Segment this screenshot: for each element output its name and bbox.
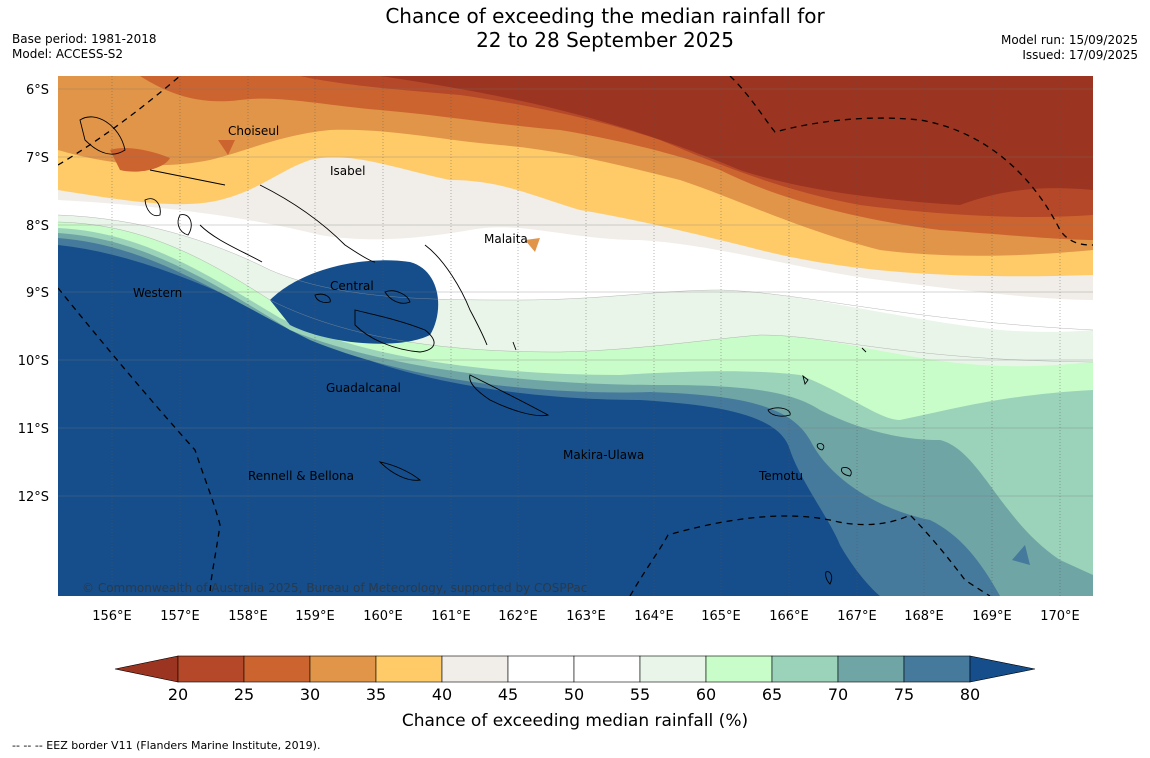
- lon-tick: 165°E: [701, 609, 741, 624]
- title-line2: 22 to 28 September 2025: [476, 28, 734, 52]
- lon-tick: 164°E: [634, 609, 674, 624]
- eez-footnote: -- -- -- EEZ border V11 (Flanders Marine…: [12, 739, 321, 752]
- lon-tick: 167°E: [837, 609, 877, 624]
- colorbar-segment: [507, 655, 575, 683]
- colorbar-tick-label: 60: [696, 685, 716, 704]
- label-isabel: Isabel: [330, 164, 365, 178]
- lon-tick: 161°E: [431, 609, 471, 624]
- lon-tick: 170°E: [1040, 609, 1080, 624]
- model-run: Model run: 15/09/2025: [1000, 33, 1138, 47]
- meta-right: Model run: 15/09/2025 Issued: 17/09/2025: [1001, 33, 1138, 63]
- lon-tick: 160°E: [363, 609, 403, 624]
- copyright-text: © Commonwealth of Australia 2025, Bureau…: [82, 581, 587, 595]
- colorbar-tick-label: 20: [168, 685, 188, 704]
- colorbar-segment: [309, 655, 377, 683]
- lon-tick: 166°E: [769, 609, 809, 624]
- base-period: Base period: 1981-2018: [12, 32, 157, 46]
- colorbar-ticks: 20 25 30 35 40 45 50 55 60 65 70 75 80: [168, 685, 980, 704]
- colorbar-tick-label: 55: [630, 685, 650, 704]
- colorbar-tick-label: 35: [366, 685, 386, 704]
- colorbar-tick-label: 75: [894, 685, 914, 704]
- map-fill: [58, 76, 1093, 596]
- colorbar-tick-label: 25: [234, 685, 254, 704]
- colorbar-segment: [837, 655, 905, 683]
- colorbar-segment: [243, 655, 311, 683]
- model-name: Model: ACCESS-S2: [12, 47, 124, 61]
- lat-tick: 11°S: [18, 422, 49, 437]
- label-western: Western: [133, 286, 182, 300]
- colorbar-segment: [177, 655, 245, 683]
- lon-tick: 159°E: [295, 609, 335, 624]
- colorbar-extend-low: [114, 655, 179, 683]
- lon-tick: 157°E: [160, 609, 200, 624]
- lon-tick: 169°E: [972, 609, 1012, 624]
- colorbar-segment: [375, 655, 443, 683]
- colorbar-tick-label: 30: [300, 685, 320, 704]
- label-makira-ulawa: Makira-Ulawa: [563, 448, 644, 462]
- lon-tick: 163°E: [566, 609, 606, 624]
- lat-tick: 8°S: [26, 219, 49, 234]
- colorbar-segment: [573, 655, 641, 683]
- colorbar-segment: [771, 655, 839, 683]
- lat-tick: 12°S: [18, 490, 49, 505]
- lat-tick: 10°S: [18, 354, 49, 369]
- lat-tick: 6°S: [26, 83, 49, 98]
- lon-tick: 162°E: [498, 609, 538, 624]
- label-malaita: Malaita: [484, 232, 528, 246]
- lat-tick: 9°S: [26, 286, 49, 301]
- colorbar-segment: [639, 655, 707, 683]
- colorbar-segments: [114, 655, 1036, 683]
- label-choiseul: Choiseul: [228, 124, 279, 138]
- label-temotu: Temotu: [758, 469, 803, 483]
- issued-date: Issued: 17/09/2025: [1022, 48, 1138, 62]
- colorbar-tick-label: 70: [828, 685, 848, 704]
- forecast-map: Choiseul Isabel Malaita Western Central …: [18, 76, 1093, 624]
- meta-left: Base period: 1981-2018 Model: ACCESS-S2: [12, 32, 157, 62]
- colorbar-label: Chance of exceeding median rainfall (%): [402, 711, 748, 731]
- colorbar-segment: [705, 655, 773, 683]
- colorbar-extend-high: [969, 655, 1036, 683]
- colorbar-segment: [441, 655, 509, 683]
- lat-tick: 7°S: [26, 151, 49, 166]
- colorbar-tick-label: 50: [564, 685, 584, 704]
- lon-tick: 168°E: [904, 609, 944, 624]
- colorbar-tick-label: 40: [432, 685, 452, 704]
- lat-axis: 6°S 7°S 8°S 9°S 10°S 11°S 12°S: [18, 83, 49, 505]
- lon-tick: 158°E: [228, 609, 268, 624]
- label-central: Central: [330, 279, 374, 293]
- lon-tick: 156°E: [92, 609, 132, 624]
- title-line1: Chance of exceeding the median rainfall …: [385, 4, 825, 28]
- lon-axis: 156°E 157°E 158°E 159°E 160°E 161°E 162°…: [92, 609, 1080, 624]
- colorbar-tick-label: 80: [960, 685, 980, 704]
- colorbar-tick-label: 65: [762, 685, 782, 704]
- map-title: Chance of exceeding the median rainfall …: [300, 4, 910, 52]
- label-rennell-bellona: Rennell & Bellona: [248, 469, 354, 483]
- colorbar-segment: [903, 655, 971, 683]
- colorbar-tick-label: 45: [498, 685, 518, 704]
- label-guadalcanal: Guadalcanal: [326, 381, 401, 395]
